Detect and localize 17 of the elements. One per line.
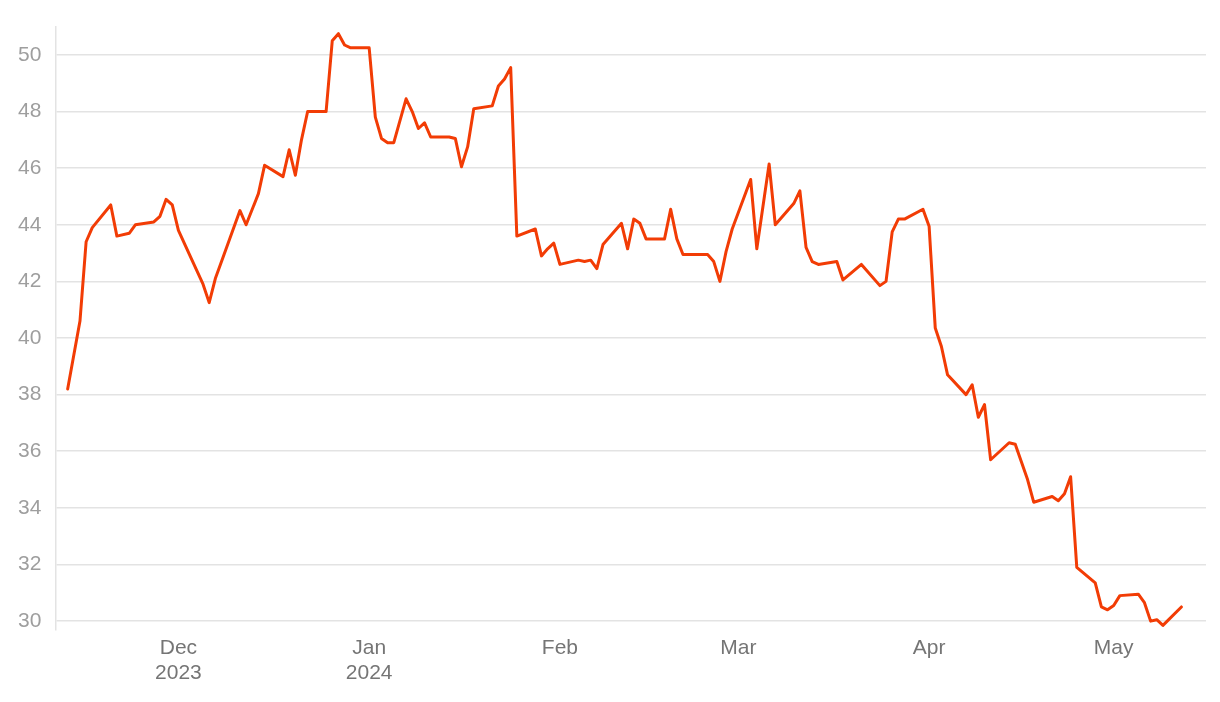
x-tick-label: Mar [720, 635, 757, 658]
y-tick-label: 34 [18, 494, 42, 518]
y-tick-label: 36 [18, 438, 42, 462]
y-tick-label: 38 [18, 381, 42, 405]
y-tick-label: 44 [18, 211, 42, 235]
y-tick-label: 40 [18, 324, 42, 348]
x-tick-label: Dec 2023 [155, 635, 202, 684]
x-tick-label: Apr [912, 635, 946, 658]
x-tick-label: May [1093, 635, 1135, 658]
y-tick-label: 50 [18, 41, 42, 65]
x-tick-label: Feb [541, 635, 579, 658]
y-tick-label: 32 [18, 551, 42, 575]
y-tick-label: 46 [18, 154, 42, 178]
y-tick-label: 48 [18, 98, 42, 122]
y-tick-label: 30 [18, 607, 42, 631]
x-tick-label: Jan 2024 [345, 635, 393, 684]
y-tick-label: 42 [18, 268, 42, 292]
